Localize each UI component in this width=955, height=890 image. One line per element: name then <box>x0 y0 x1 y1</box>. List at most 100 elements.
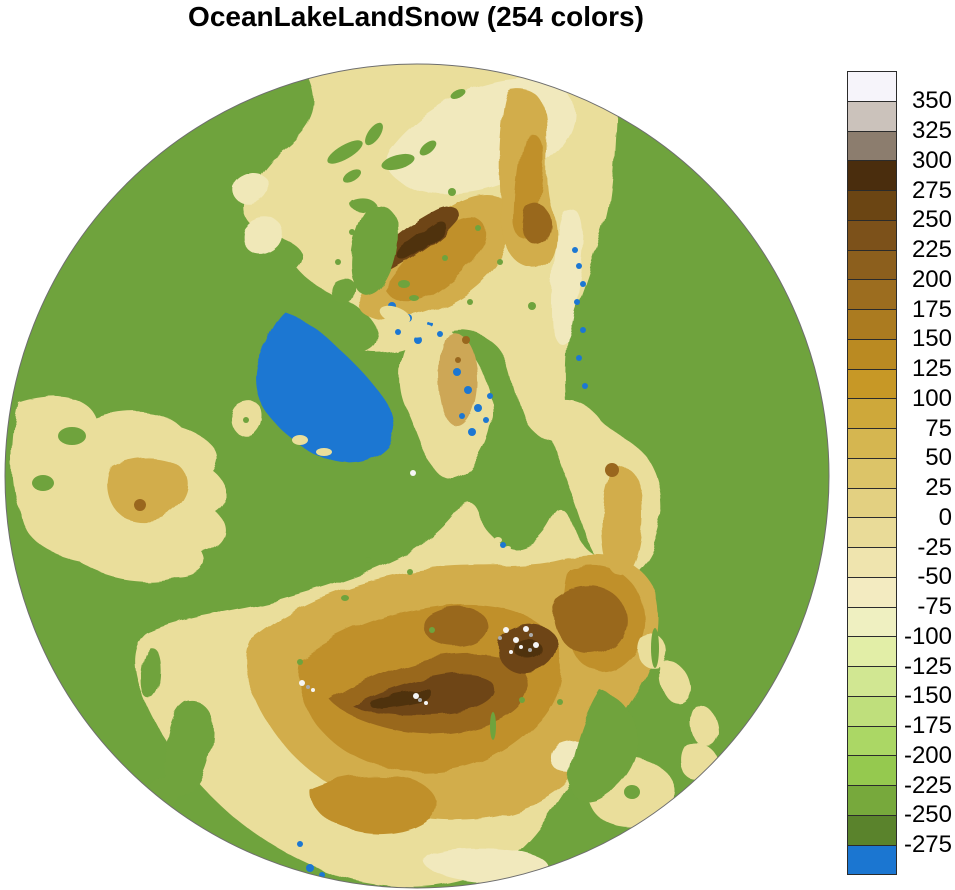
colorbar-box <box>847 844 897 876</box>
green-dots-cap <box>475 225 481 231</box>
lake-dots <box>306 864 314 872</box>
colorbar-tick-label: 125 <box>911 355 952 382</box>
mountain-scandes-peak <box>397 221 447 261</box>
colorbar-box <box>847 517 897 548</box>
colorbar-tick-label: 325 <box>911 117 952 144</box>
snow-peaks <box>410 470 416 476</box>
colorbar-tick-label: 300 <box>911 146 952 174</box>
colorbar-tick-label: -275 <box>903 831 952 858</box>
colorbar-box <box>847 785 897 816</box>
lake-dots <box>437 331 443 337</box>
sea-channels-fjords <box>450 89 466 99</box>
snow-peaks <box>533 642 539 648</box>
colorbar-box <box>847 695 897 727</box>
tan-islets <box>379 305 411 325</box>
sea-channels-fjords <box>365 122 383 146</box>
brown-spots <box>134 499 146 511</box>
highland-peninsula-gold <box>602 467 643 576</box>
colorbar-box <box>847 398 897 429</box>
green-dots-asia <box>624 785 640 799</box>
colorbar-tick-label: -225 <box>903 771 952 799</box>
colorbar-box <box>847 576 897 608</box>
colorbar-box <box>847 457 897 489</box>
snow-peaks <box>424 701 428 705</box>
colorbar-tick-label: -175 <box>903 712 952 739</box>
lake-dots <box>474 404 482 412</box>
lake-dots <box>459 413 465 419</box>
snow-peaks <box>503 627 509 633</box>
colorbar-box <box>847 428 897 459</box>
lake-dots <box>580 327 586 333</box>
sea-channels-fjords <box>342 169 362 183</box>
tan-islets <box>489 550 495 554</box>
colorbar-box <box>847 725 897 757</box>
colorbar-tick-label: 75 <box>925 414 952 442</box>
colorbar-tick-label: 100 <box>911 384 952 412</box>
green-dots-cap <box>497 259 503 265</box>
colorbar-tick-label: 200 <box>911 265 952 293</box>
sea-bothnia-gulf <box>329 197 399 302</box>
green-dots-asia <box>341 595 349 601</box>
colorbar-box <box>847 219 897 251</box>
snow-peaks <box>513 637 519 643</box>
colorbar-tick-label: -125 <box>903 652 952 680</box>
green-dots-asia <box>297 659 303 665</box>
green-dots-cap <box>335 259 341 265</box>
colorbar-box <box>847 487 897 519</box>
green-notches-alaska <box>32 475 54 491</box>
green-dots-asia <box>365 557 371 563</box>
lake-dots <box>297 841 303 847</box>
green-dots-cap <box>467 299 473 305</box>
highland-cap-goldenrod <box>385 217 486 303</box>
colorbar-tick-label: -50 <box>917 563 952 591</box>
green-dots-asia <box>407 569 413 575</box>
colorbar-tick-label: -200 <box>903 741 952 769</box>
colorbar-box <box>847 190 897 221</box>
lake-dots <box>468 428 476 436</box>
highland-cap-right-brown <box>522 203 551 244</box>
colorbar-box <box>847 249 897 281</box>
tan-islets <box>425 313 441 323</box>
brown-spots <box>455 357 461 363</box>
highland-alaska-gold <box>107 457 189 522</box>
colorbar-tick-label: 50 <box>925 444 952 472</box>
lake-dots <box>576 355 582 361</box>
colorbar-box <box>847 814 897 846</box>
sea-channels-fjords <box>398 280 410 288</box>
colorbar-tick-label: 25 <box>925 474 952 501</box>
map-outline <box>4 63 830 889</box>
snow-peaks <box>311 688 315 692</box>
lake-dots <box>414 336 422 344</box>
lake-dots <box>580 281 586 287</box>
colorbar-box <box>847 666 897 697</box>
colorbar-tick-label: 175 <box>911 295 952 323</box>
lake-dots <box>582 383 588 389</box>
lake-dots <box>572 247 578 253</box>
islands-southeast-chain <box>637 634 718 782</box>
green-dots-cap <box>243 417 249 423</box>
green-notches-alaska <box>58 427 86 445</box>
highland-quebec-brown <box>439 333 478 427</box>
tan-islets <box>494 537 502 543</box>
colorbar-box <box>847 755 897 786</box>
mountain-asia-peaks-dark <box>369 639 542 707</box>
green-dots-asia <box>651 628 659 668</box>
colorbar-box <box>847 547 897 578</box>
lake-dots <box>574 299 580 305</box>
tan-islets <box>505 546 511 550</box>
rock-flecks <box>529 633 533 637</box>
green-dots-cap <box>349 229 355 235</box>
snow-peaks <box>413 693 419 699</box>
colorbar-tick-label: 275 <box>911 176 952 204</box>
lowland-east-coast <box>550 209 584 344</box>
colorbar-tick-label: -25 <box>917 533 952 561</box>
lake-dots <box>395 329 401 335</box>
green-dots-cap <box>448 188 456 196</box>
colorbar-tick-label: -250 <box>903 801 952 829</box>
detail-layer <box>32 89 659 878</box>
green-dots-asia <box>490 712 496 740</box>
rock-flecks <box>528 648 532 652</box>
colorbar-box <box>847 71 897 102</box>
lake-hudson-bay <box>255 312 393 463</box>
green-dots-cap <box>528 302 536 310</box>
